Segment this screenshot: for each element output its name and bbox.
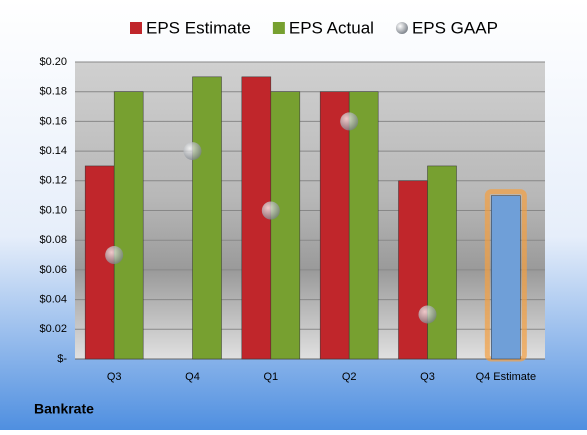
bar	[192, 76, 222, 360]
point	[105, 246, 124, 265]
y-tick-label: $0.12	[39, 175, 67, 187]
y-tick-label: $0.10	[39, 204, 67, 216]
bar	[319, 91, 350, 360]
y-tick-label: $-	[57, 353, 67, 365]
x-tick-label: Q3	[107, 371, 122, 383]
bar	[398, 180, 428, 360]
y-tick-label: $0.02	[39, 323, 67, 335]
x-tick-label: Q4	[185, 371, 200, 383]
x-tick-label: Q1	[263, 371, 278, 383]
y-tick-label: $0.18	[39, 86, 67, 98]
legend-swatch	[272, 22, 285, 34]
legend-swatch	[130, 22, 142, 34]
bar	[113, 91, 144, 360]
bar	[348, 91, 379, 360]
point	[340, 112, 359, 131]
bar	[270, 91, 301, 360]
point	[418, 305, 437, 324]
y-tick-label: $0.14	[39, 145, 67, 157]
legend-label: EPS GAAP	[412, 18, 498, 37]
x-tick-label: Q4 Estimate	[476, 371, 537, 383]
y-tick-label: $0.06	[39, 264, 67, 276]
x-tick-label: Q2	[342, 371, 357, 383]
bar	[427, 165, 457, 360]
y-tick-label: $0.08	[39, 234, 67, 246]
y-tick-label: $0.04	[39, 294, 67, 306]
y-tick-label: $0.16	[39, 115, 67, 127]
x-tick-label: Q3	[420, 371, 435, 383]
point	[183, 142, 202, 161]
legend-swatch	[395, 22, 408, 34]
bar	[491, 195, 521, 360]
legend-label: EPS Estimate	[146, 18, 251, 37]
footer: Bankrate	[34, 401, 94, 417]
y-tick-label: $0.20	[39, 56, 67, 68]
legend-label: EPS Actual	[289, 18, 374, 37]
point	[261, 201, 280, 220]
